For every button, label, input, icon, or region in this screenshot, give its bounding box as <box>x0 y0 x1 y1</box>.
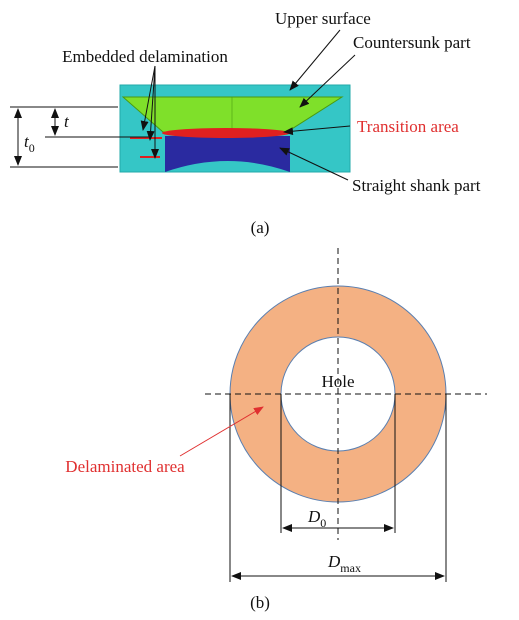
label: Straight shank part <box>352 176 481 195</box>
symbol: t <box>64 112 70 131</box>
symbol: t0 <box>24 132 35 155</box>
label: Embedded delamination <box>62 47 228 66</box>
label: Hole <box>321 372 354 391</box>
symbol-sub: 0 <box>320 516 326 530</box>
symbol-sub: 0 <box>29 141 35 155</box>
symbol: D0 <box>307 507 326 530</box>
label: Transition area <box>357 117 459 136</box>
symbol-sub: max <box>340 561 361 575</box>
diagram: Embedded delamination Upper surface Coun… <box>0 0 519 620</box>
symbol: Dmax <box>327 552 361 575</box>
label: Delaminated area <box>65 457 185 476</box>
page: {"panel_a": {"caption": "(a)", "labels":… <box>0 0 519 620</box>
label: Upper surface <box>275 9 371 28</box>
symbol-main: D <box>307 507 321 526</box>
label: Countersunk part <box>353 33 471 52</box>
caption: (a) <box>251 218 270 237</box>
caption: (b) <box>250 593 270 612</box>
symbol-main: D <box>327 552 341 571</box>
